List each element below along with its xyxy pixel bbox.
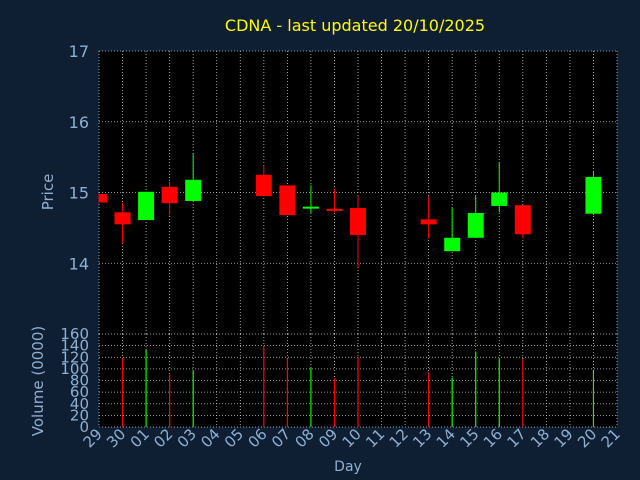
x-tick-label: 16 bbox=[480, 425, 506, 451]
chart-title: CDNA - last updated 20/10/2025 bbox=[225, 16, 485, 35]
volume-tick-label: 100 bbox=[60, 360, 89, 378]
candle-10 bbox=[350, 196, 366, 267]
x-tick-label: 19 bbox=[551, 425, 577, 451]
candle-16 bbox=[491, 162, 508, 213]
candle-17 bbox=[514, 205, 531, 239]
candle-29 bbox=[98, 193, 107, 203]
candle-01 bbox=[138, 191, 155, 221]
volume-tick-label: 140 bbox=[60, 337, 89, 355]
candle-07 bbox=[279, 185, 296, 216]
price-axis-label: Price bbox=[39, 174, 57, 211]
x-tick-label: 21 bbox=[598, 425, 624, 451]
x-tick-label: 12 bbox=[386, 425, 412, 451]
candle-02 bbox=[161, 181, 178, 216]
x-tick-label: 11 bbox=[362, 425, 388, 451]
candle-body bbox=[420, 219, 437, 225]
volume-axis-label: Volume (0000) bbox=[29, 326, 47, 436]
x-tick-label: 10 bbox=[339, 425, 365, 451]
candle-09 bbox=[326, 188, 343, 213]
candle-14 bbox=[444, 208, 461, 252]
x-tick-label: 09 bbox=[315, 425, 341, 451]
candle-body bbox=[302, 206, 319, 209]
x-tick-label: 07 bbox=[268, 425, 294, 451]
x-tick-label: 20 bbox=[574, 425, 600, 451]
price-tick-label: 15 bbox=[69, 184, 89, 203]
candle-body bbox=[279, 185, 296, 216]
x-tick-label: 13 bbox=[409, 425, 435, 451]
candle-body bbox=[350, 208, 366, 235]
x-tick-label: 02 bbox=[150, 425, 176, 451]
x-tick-label: 05 bbox=[221, 425, 247, 451]
candle-body bbox=[467, 213, 484, 238]
volume-tick-label: 80 bbox=[70, 372, 89, 390]
candle-body bbox=[161, 186, 178, 204]
price-tick-label: 16 bbox=[69, 113, 89, 132]
volume-tick-label: 160 bbox=[60, 325, 89, 343]
x-tick-label: 30 bbox=[103, 425, 129, 451]
volume-tick-label: 0 bbox=[79, 418, 89, 436]
candle-body bbox=[444, 237, 461, 252]
candle-06 bbox=[255, 165, 272, 197]
candle-20 bbox=[585, 171, 602, 216]
candle-body bbox=[114, 212, 131, 225]
volume-tick-label: 60 bbox=[70, 383, 89, 401]
x-tick-label: 18 bbox=[527, 425, 553, 451]
price-y-ticks: 14 15 16 17 bbox=[69, 42, 89, 273]
candle-body bbox=[185, 179, 202, 201]
candle-body bbox=[99, 193, 107, 203]
volume-bars bbox=[121, 346, 595, 427]
candle-body bbox=[491, 192, 508, 206]
candle-body bbox=[138, 191, 155, 221]
x-tick-label: 08 bbox=[292, 425, 318, 451]
x-axis-ticks: 2930010203040506070809101112131415161718… bbox=[80, 425, 624, 451]
candle-13 bbox=[420, 196, 437, 239]
candle-03 bbox=[185, 153, 202, 201]
volume-tick-label: 120 bbox=[60, 348, 89, 366]
candle-30 bbox=[114, 203, 131, 244]
x-tick-label: 04 bbox=[197, 425, 223, 451]
x-tick-label: 14 bbox=[433, 425, 459, 451]
x-tick-label: 03 bbox=[174, 425, 200, 451]
candle-08 bbox=[302, 185, 319, 214]
candle-15 bbox=[467, 196, 484, 238]
price-panel: 14 15 16 17 bbox=[69, 42, 618, 334]
volume-tick-label: 20 bbox=[70, 406, 89, 424]
price-tick-label: 17 bbox=[69, 42, 89, 61]
x-tick-label: 01 bbox=[127, 425, 153, 451]
candle-body bbox=[326, 208, 343, 211]
x-tick-label: 15 bbox=[456, 425, 482, 451]
price-tick-label: 14 bbox=[69, 254, 89, 273]
x-tick-label: 06 bbox=[244, 425, 270, 451]
x-axis-label: Day bbox=[334, 459, 362, 475]
candle-body bbox=[514, 205, 531, 235]
candle-body bbox=[255, 174, 272, 197]
x-tick-label: 17 bbox=[503, 425, 529, 451]
candle-body bbox=[585, 176, 602, 214]
price-candles bbox=[98, 153, 602, 267]
volume-tick-label: 40 bbox=[70, 395, 89, 413]
